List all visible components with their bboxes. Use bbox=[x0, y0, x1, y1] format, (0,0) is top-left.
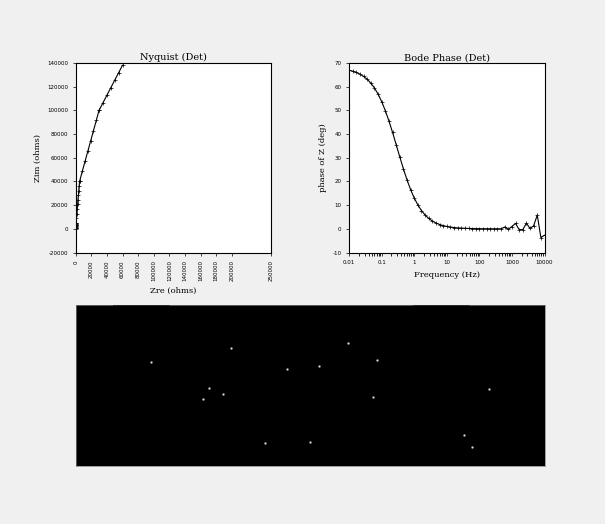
Title: Nyquist (Det): Nyquist (Det) bbox=[140, 53, 207, 62]
Polygon shape bbox=[413, 265, 469, 305]
Y-axis label: phase of Z (deg): phase of Z (deg) bbox=[319, 123, 327, 192]
X-axis label: Frequency (Hz): Frequency (Hz) bbox=[414, 271, 480, 279]
Y-axis label: Zim (ohms): Zim (ohms) bbox=[33, 134, 41, 182]
Polygon shape bbox=[113, 265, 169, 305]
X-axis label: Zre (ohms): Zre (ohms) bbox=[150, 287, 197, 294]
Title: Bode Phase (Det): Bode Phase (Det) bbox=[404, 53, 490, 62]
